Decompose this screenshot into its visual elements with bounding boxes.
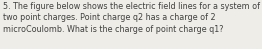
Text: 5. The figure below shows the electric field lines for a system of
two point cha: 5. The figure below shows the electric f… <box>3 2 260 34</box>
